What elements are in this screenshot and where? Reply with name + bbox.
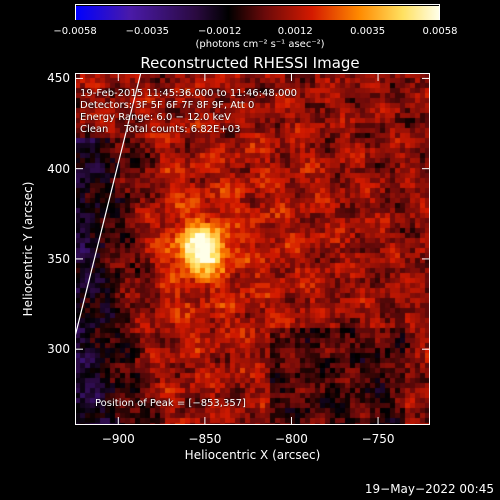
x-tick-label: −750 [361, 432, 395, 446]
chart-title: Reconstructed RHESSI Image [140, 54, 360, 72]
y-tick-label: 450 [47, 71, 70, 86]
x-tick-label: −850 [188, 432, 222, 446]
y-tick-label: 350 [47, 251, 70, 266]
colorbar-gradient [76, 6, 439, 20]
heatmap-image [75, 73, 430, 425]
plot-overlay [75, 73, 430, 425]
detectors-annotation: Detectors: 3F 5F 6F 7F 8F 9F, Att 0 [80, 100, 255, 111]
y-axis-label: Heliocentric Y (arcsec) [21, 181, 35, 317]
colorbar-tick-label: −0.0012 [198, 26, 242, 37]
colorbar-tick-label: −0.0058 [53, 26, 97, 37]
solar-limb-line [75, 73, 142, 337]
x-axis-label: Heliocentric X (arcsec) [184, 448, 321, 462]
colorbar-units: (photons cm⁻² s⁻¹ asec⁻²) [195, 39, 325, 50]
x-tick-label: −900 [101, 432, 135, 446]
x-tick-label: −800 [274, 432, 308, 446]
y-tick-label: 400 [47, 161, 70, 176]
colorbar-tick-label: −0.0035 [125, 26, 170, 37]
colorbar-tick-label: 0.0012 [277, 26, 313, 37]
energy-range-annotation: Energy Range: 6.0 − 12.0 keV [80, 112, 231, 123]
peak-position-annotation: Position of Peak = [−853,357] [95, 398, 246, 409]
y-tick-label: 300 [47, 342, 70, 357]
colorbar [75, 4, 440, 20]
plot-frame [75, 73, 430, 425]
time-range-annotation: 19-Feb-2015 11:45:36.000 to 11:46:48.000 [80, 88, 298, 99]
colorbar-tick-label: 0.0058 [422, 26, 458, 37]
plot-timestamp: 19−May−2022 00:45 [364, 482, 494, 496]
image-plot [75, 73, 430, 425]
colorbar-tick-label: 0.0035 [350, 26, 386, 37]
clean-counts-annotation: Clean Total counts: 6.82E+03 [80, 124, 241, 135]
